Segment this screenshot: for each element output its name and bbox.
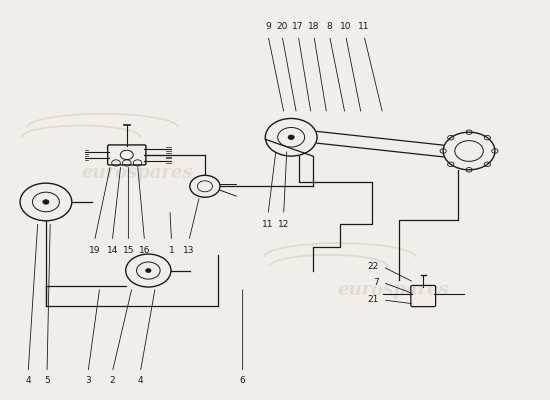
Text: 3: 3 (85, 376, 91, 386)
Text: 6: 6 (240, 376, 245, 386)
Text: eurospares: eurospares (338, 281, 449, 299)
Text: 18: 18 (308, 22, 320, 31)
Text: 8: 8 (327, 22, 332, 31)
Text: 7: 7 (373, 278, 378, 287)
Text: 16: 16 (139, 246, 150, 255)
Circle shape (288, 135, 294, 140)
Text: 11: 11 (358, 22, 370, 31)
Text: 15: 15 (123, 246, 134, 255)
Text: 14: 14 (107, 246, 118, 255)
Text: eurospares: eurospares (82, 164, 194, 182)
Text: 20: 20 (276, 22, 288, 31)
Text: 11: 11 (262, 220, 274, 228)
Text: 10: 10 (340, 22, 351, 31)
Circle shape (43, 200, 49, 204)
Text: 21: 21 (367, 296, 378, 304)
Text: 22: 22 (367, 262, 378, 271)
Text: 2: 2 (109, 376, 115, 386)
Text: 4: 4 (25, 376, 31, 386)
Circle shape (146, 268, 151, 272)
Text: 5: 5 (44, 376, 50, 386)
Text: 19: 19 (89, 246, 100, 255)
Text: 12: 12 (278, 220, 289, 228)
Text: 1: 1 (169, 246, 174, 255)
Text: 9: 9 (265, 22, 271, 31)
Text: 17: 17 (293, 22, 304, 31)
Text: 4: 4 (138, 376, 143, 386)
Text: 13: 13 (183, 246, 195, 255)
